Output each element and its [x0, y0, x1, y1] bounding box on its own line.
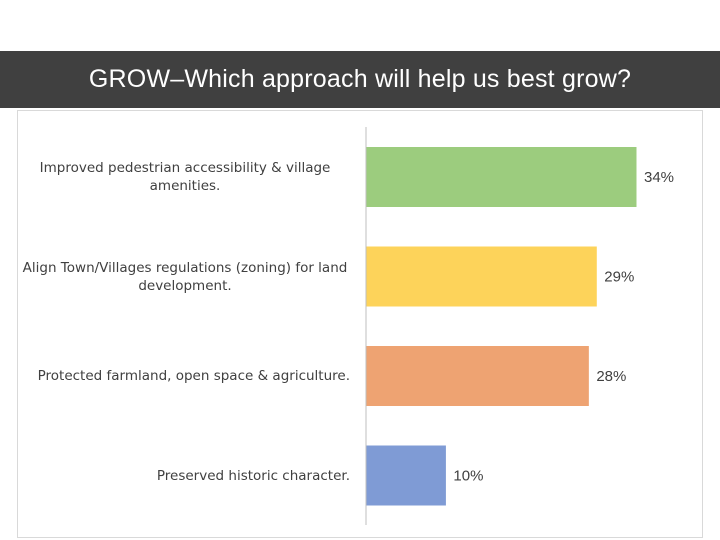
bar-3 [366, 346, 589, 406]
category-label-2: Align Town/Villages regulations (zoning)… [22, 259, 348, 294]
title-bar: GROW–Which approach will help us best gr… [0, 51, 720, 108]
category-label-1: Improved pedestrian accessibility & vill… [39, 160, 331, 194]
bar-4 [366, 445, 446, 506]
bar-1 [366, 147, 637, 207]
category-label-3: Protected farmland, open space & agricul… [37, 368, 350, 384]
data-label-2: 29% [604, 269, 634, 286]
page-title: GROW–Which approach will help us best gr… [88, 65, 632, 93]
category-label-4: Preserved historic character. [156, 467, 350, 484]
bar-2 [366, 246, 597, 307]
data-label-1: 34% [644, 169, 674, 186]
data-label-3: 28% [596, 368, 626, 385]
data-label-4: 10% [453, 468, 483, 485]
